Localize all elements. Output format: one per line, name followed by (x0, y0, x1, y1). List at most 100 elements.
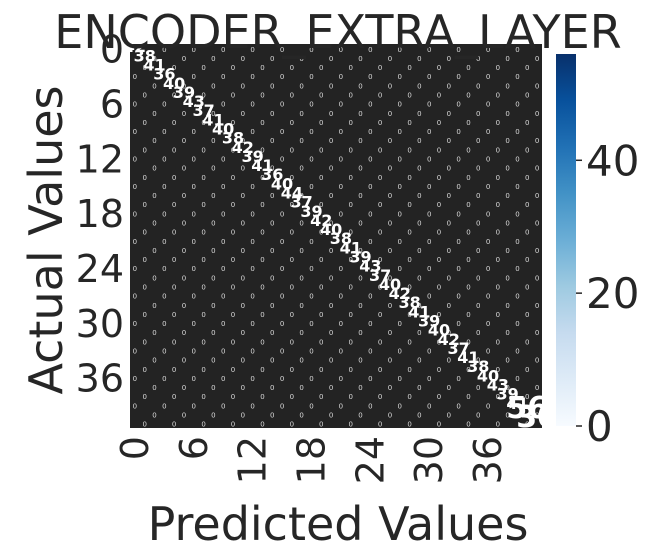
cell-annotation-zero: 0 (192, 73, 196, 81)
cell-annotation-zero: 0 (417, 357, 421, 365)
cell-annotation-zero: 0 (329, 411, 333, 419)
cell-annotation: 39 (349, 248, 371, 267)
cell-annotation-zero: 0 (182, 357, 186, 365)
cell-annotation-zero: 0 (456, 210, 460, 218)
cell-annotation-zero: 0 (280, 402, 284, 410)
cell-annotation-zero: 0 (515, 128, 519, 136)
diagonal-cell (169, 80, 180, 90)
cell-annotation-zero: 0 (505, 192, 509, 200)
cell-annotation-zero: 0 (456, 402, 460, 410)
cell-annotation-zero: 0 (221, 210, 225, 218)
cell-annotation-zero: 0 (270, 302, 274, 310)
cell-annotation-zero: 0 (476, 247, 480, 255)
cell-annotation-zero: 0 (476, 82, 480, 90)
cell-annotation-zero: 0 (172, 338, 176, 346)
cell-annotation-zero: 0 (241, 411, 245, 419)
cell-annotation-zero: 0 (368, 210, 372, 218)
cell-annotation-zero: 0 (162, 210, 166, 218)
y-tick-labels: 0 6 12 18 24 30 36 (76, 28, 124, 401)
cell-annotation-zero: 0 (250, 293, 254, 301)
cell-annotation-zero: 0 (476, 165, 480, 173)
cell-annotation-zero: 0 (201, 338, 205, 346)
cell-annotation-zero: 0 (486, 46, 490, 54)
cell-annotation-zero: 0 (201, 393, 205, 401)
cell-annotation-zero: 0 (182, 110, 186, 118)
x-tick-label: 0 (113, 436, 157, 460)
cell-annotation-zero: 0 (231, 229, 235, 237)
cell-annotation-zero: 0 (358, 110, 362, 118)
cell-annotation-zero: 0 (427, 210, 431, 218)
diagonal-cell (522, 409, 533, 419)
cell-annotation-zero: 0 (437, 174, 441, 182)
cell-annotation-zero: 0 (260, 91, 264, 99)
diagonal-cell (385, 281, 395, 291)
diagonal-cell (443, 336, 454, 346)
cell-annotation-zero: 0 (496, 119, 500, 127)
cell-annotation-zero: 0 (427, 375, 431, 383)
cell-annotation-zero: 0 (250, 320, 254, 328)
cell-annotation-zero: 0 (505, 329, 509, 337)
cell-annotation-zero: 0 (466, 119, 470, 127)
cell-annotation-zero: 0 (358, 302, 362, 310)
cell-annotation-zero: 0 (270, 411, 274, 419)
cell-annotation-zero: 0 (270, 219, 274, 227)
cell-annotation-zero: 0 (496, 393, 500, 401)
colorbar-tick-label: 40 (586, 136, 639, 185)
cell-annotation-zero: 0 (358, 82, 362, 90)
cell-annotation-zero: 0 (231, 256, 235, 264)
cell-annotation-zero: 0 (407, 311, 411, 319)
y-tick-label: 36 (76, 357, 124, 401)
cell-annotation-zero: 0 (299, 165, 303, 173)
cell-annotation: 41 (143, 56, 165, 75)
chart-title: ENCODER_EXTRA_LAYER (54, 5, 621, 59)
cell-annotation-zero: 0 (466, 64, 470, 72)
cell-annotation-zero: 0 (182, 329, 186, 337)
cell-annotation-zero: 0 (211, 82, 215, 90)
cell-annotation-zero: 0 (192, 128, 196, 136)
cell-annotation-zero: 0 (309, 183, 313, 191)
cell-annotation-zero: 0 (398, 402, 402, 410)
cell-annotation-zero: 0 (358, 384, 362, 392)
cell-annotation-zero: 0 (172, 421, 176, 429)
cell-annotation-zero: 0 (368, 46, 372, 54)
cell-annotation: 38 (330, 229, 352, 248)
cell-annotation-zero: 0 (329, 55, 333, 63)
cell-annotation-zero: 0 (407, 64, 411, 72)
cell-annotation-zero: 0 (290, 91, 294, 99)
cell-annotation-zero: 0 (241, 192, 245, 200)
cell-annotation-zero: 0 (299, 247, 303, 255)
cell-annotation-zero: 0 (211, 192, 215, 200)
cell-annotation-zero: 0 (221, 155, 225, 163)
cell-annotation-zero: 0 (299, 110, 303, 118)
cell-annotation-zero: 0 (182, 192, 186, 200)
cell-annotation-zero: 0 (486, 293, 490, 301)
cell-annotation-zero: 0 (329, 302, 333, 310)
cell-annotation-zero: 0 (466, 421, 470, 429)
cell-annotation-zero: 0 (535, 165, 539, 173)
cell-annotation-zero: 0 (172, 201, 176, 209)
cell-annotation-zero: 0 (182, 219, 186, 227)
cell-annotation-zero: 0 (133, 155, 137, 163)
cell-annotation-zero: 0 (221, 375, 225, 383)
cell-annotation-zero: 0 (476, 329, 480, 337)
cell-annotation-zero: 0 (241, 219, 245, 227)
cell-annotation-zero: 0 (280, 375, 284, 383)
diagonal-cell (414, 309, 425, 319)
cell-annotation-zero: 0 (152, 55, 156, 63)
cell-annotation-zero: 0 (192, 402, 196, 410)
cell-annotation-zero: 0 (162, 375, 166, 383)
cell-annotation-zero: 0 (231, 393, 235, 401)
cell-annotation: 39 (418, 312, 440, 331)
cell-annotation-zero: 0 (358, 274, 362, 282)
cell-annotation-zero: 0 (417, 329, 421, 337)
cell-annotation-zero: 0 (398, 210, 402, 218)
diagonal-cell (532, 418, 542, 428)
diagonal-cell (394, 290, 405, 300)
cell-annotation-zero: 0 (241, 55, 245, 63)
cell-annotation-zero: 0 (152, 247, 156, 255)
cell-annotation-zero: 0 (201, 366, 205, 374)
cell-annotation-zero: 0 (133, 238, 137, 246)
cell-annotation-zero: 0 (496, 229, 500, 237)
cell-annotation-zero: 0 (339, 375, 343, 383)
cell-annotation-zero: 0 (221, 183, 225, 191)
